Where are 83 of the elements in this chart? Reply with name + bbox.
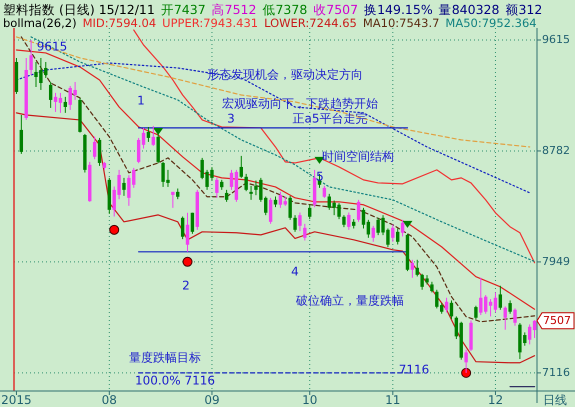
candlestick <box>152 125 156 146</box>
y-tick-label: 8782 <box>542 144 570 157</box>
y-tick-label: 9615 <box>542 32 570 46</box>
text: 额312 <box>505 2 542 17</box>
text: MA10:7543.7 <box>362 16 440 30</box>
annotation: 7116 <box>398 362 430 376</box>
chart-title: 塑料指数 (日线) 15/12/11 <box>3 2 155 17</box>
candlestick <box>180 216 184 240</box>
candlestick <box>249 185 253 200</box>
candlestick <box>303 223 307 241</box>
y-tick-label: 7949 <box>542 254 570 268</box>
candlestick <box>171 191 175 208</box>
x-tick-label: 11 <box>385 393 400 407</box>
candlestick <box>400 219 404 237</box>
annotation: 1 <box>137 93 145 108</box>
candlestick <box>474 305 478 320</box>
line-series <box>16 62 530 194</box>
y-tick-label: 7116 <box>542 366 570 379</box>
candlestick <box>372 225 375 242</box>
x-tick-label: 09 <box>204 393 220 407</box>
candlestick <box>342 214 346 228</box>
candlestick <box>356 199 360 222</box>
candlestick <box>92 136 96 160</box>
annotation: 3 <box>227 111 235 126</box>
candlestick <box>224 189 228 202</box>
annotation: 4 <box>291 264 299 278</box>
candlestick <box>288 195 292 220</box>
candlestick <box>444 297 448 313</box>
candlestick <box>396 228 400 245</box>
candlestick <box>504 306 507 330</box>
candlestick <box>498 285 502 310</box>
candlestick <box>298 212 302 232</box>
annotation: 2 <box>182 278 190 292</box>
candlestick <box>244 173 248 192</box>
candlestick <box>352 218 356 229</box>
line-series <box>16 36 530 148</box>
text: 开7437 <box>160 2 206 17</box>
candlestick <box>176 188 180 200</box>
annotation: 量度跌幅目标 <box>129 350 201 364</box>
text: 换149.15% <box>364 2 433 17</box>
text: 高7512 <box>212 2 256 17</box>
candlestick <box>29 39 33 76</box>
x-tick-label: 08 <box>102 393 117 407</box>
candlestick <box>430 281 434 293</box>
candlestick <box>391 224 395 242</box>
candlestick <box>215 177 219 198</box>
candlestick <box>20 114 24 154</box>
annotation: 时间空间结构 <box>322 149 394 164</box>
candlestick <box>240 155 243 178</box>
x-tick-label: 2015 <box>1 393 32 407</box>
candlestick <box>268 197 272 224</box>
point <box>461 368 472 378</box>
annotation: 100.0% 7116 <box>134 373 216 388</box>
candlestick <box>322 185 326 198</box>
point <box>402 220 412 228</box>
candlestick <box>513 308 517 326</box>
annotation: 破位确立，量度跌幅 <box>295 293 404 308</box>
x-tick-label: 12 <box>488 393 504 407</box>
candlestick <box>190 212 194 234</box>
candlestick <box>464 349 468 374</box>
candlestick <box>146 126 150 142</box>
candlestick <box>64 96 68 114</box>
candlestick <box>220 179 224 190</box>
text: UPPER:7943.431 <box>162 16 258 30</box>
x-axis-title: 日线 <box>543 393 567 407</box>
text: MID:7594.04 <box>82 16 156 30</box>
x-tick-label: 10 <box>302 393 318 407</box>
text: LOWER:7244.65 <box>264 16 357 30</box>
candlestick <box>308 204 312 220</box>
candlestick <box>410 259 414 278</box>
text: 低7378 <box>262 2 308 17</box>
candlestick <box>347 212 351 230</box>
point <box>182 256 193 267</box>
point <box>109 224 120 235</box>
candlestick <box>293 214 297 232</box>
text: 7507 <box>543 314 571 327</box>
candlestick <box>48 81 52 108</box>
text: 量840328 <box>438 2 500 17</box>
text: 收7507 <box>313 2 358 17</box>
candlestick <box>508 300 512 314</box>
text: MA50:7952.364 <box>445 16 537 30</box>
candlestick <box>416 259 419 277</box>
legend-title: bollma(26,2) <box>3 16 77 30</box>
